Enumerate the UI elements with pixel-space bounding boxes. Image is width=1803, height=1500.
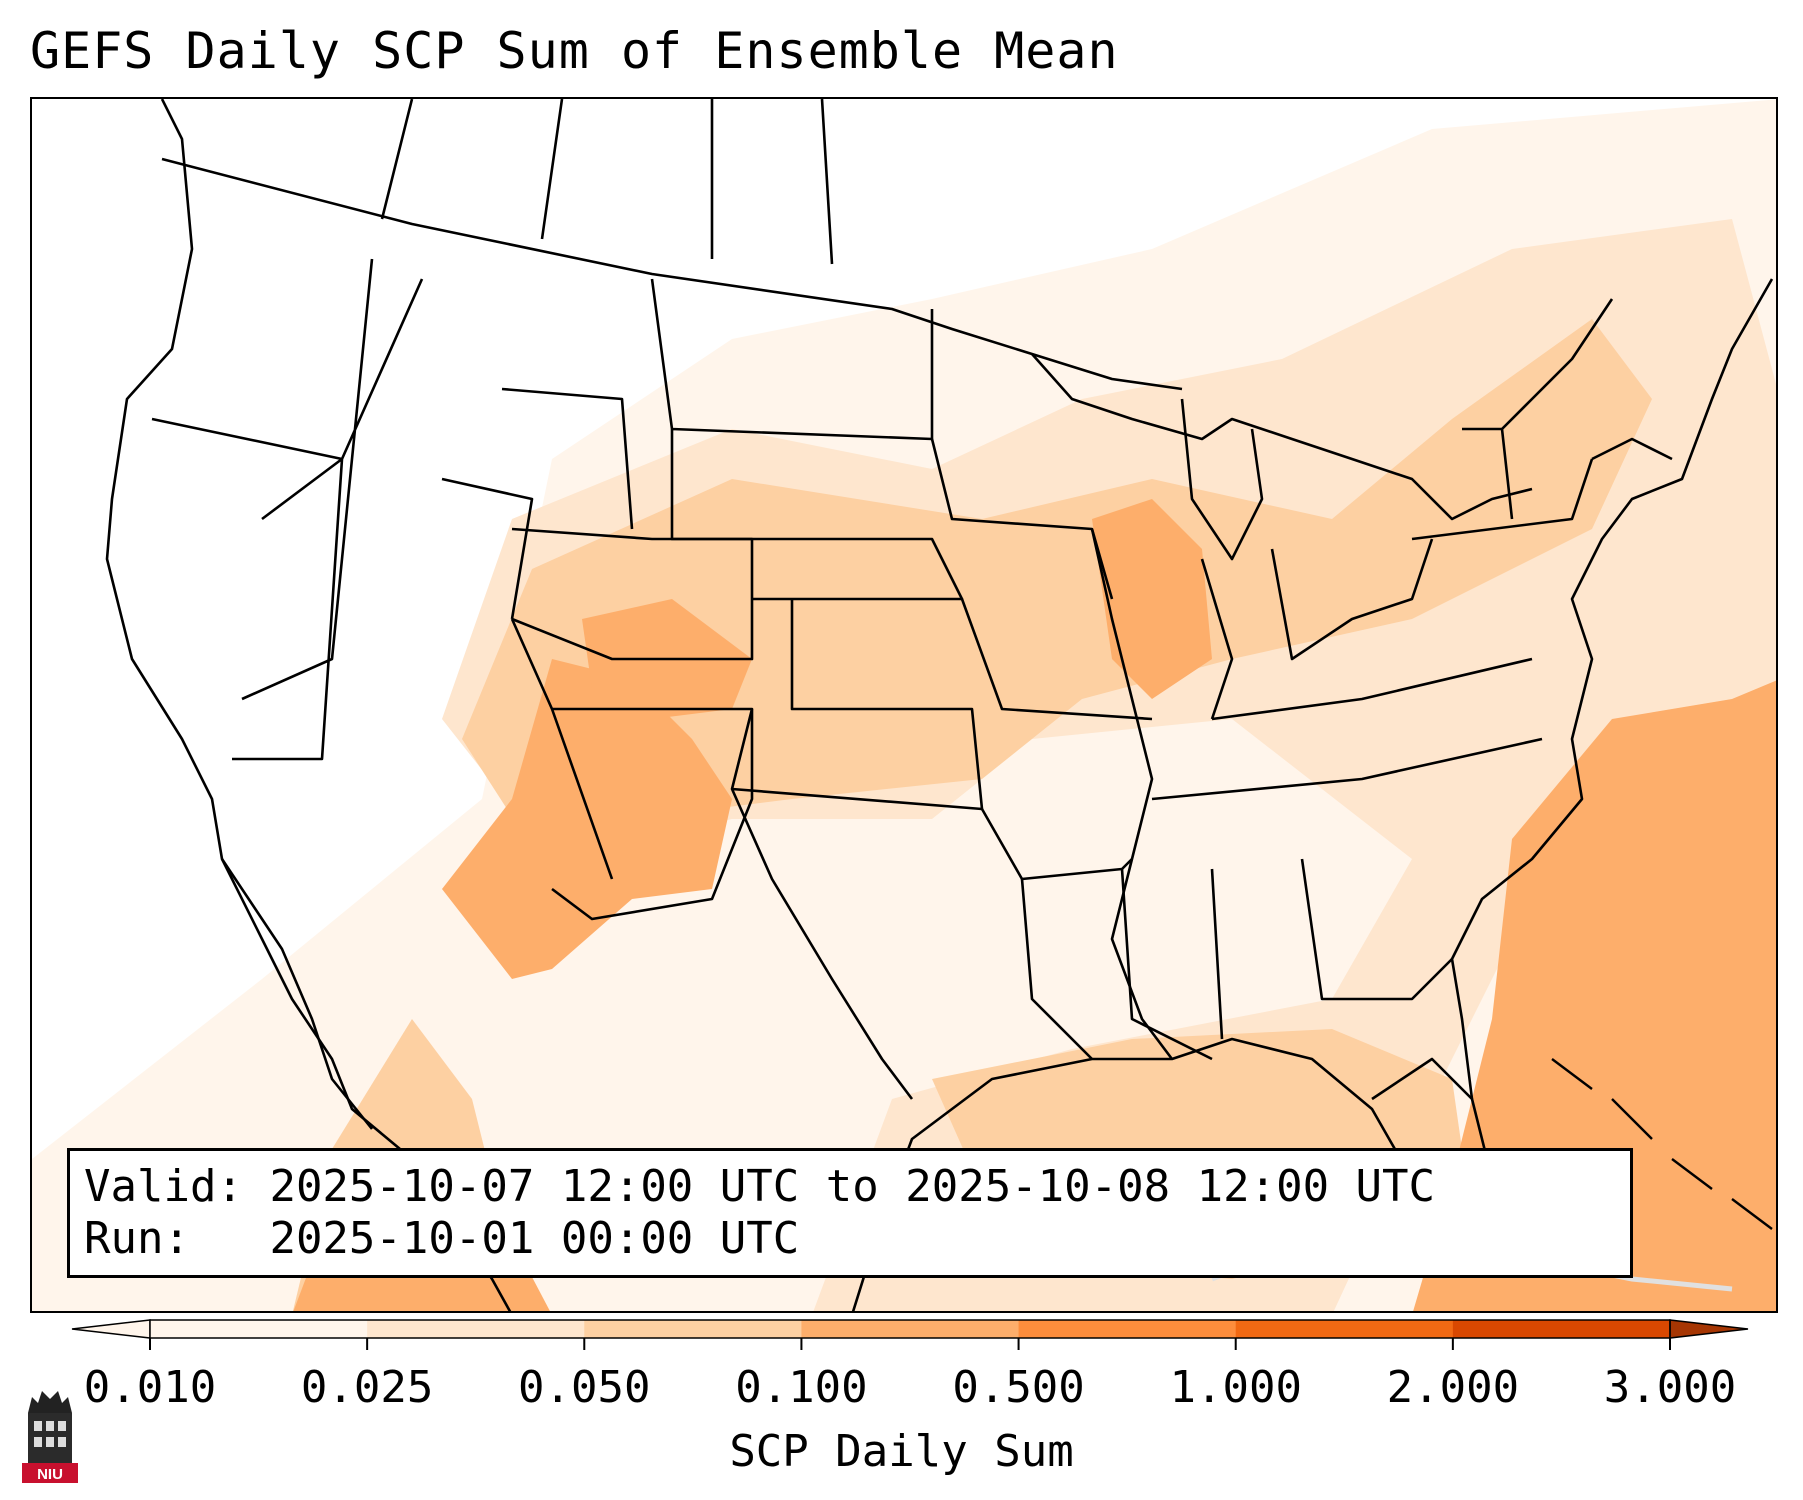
colorbar-label: SCP Daily Sum [729, 1426, 1074, 1477]
mississippi-river [1090, 528, 1174, 1060]
run-time: 2025-10-01 00:00 UTC [269, 1213, 800, 1264]
colorbar-segment [1018, 1320, 1237, 1338]
canada-us-border [161, 157, 1183, 391]
colorbar-tick-label: 1.000 [1169, 1362, 1302, 1413]
state-lines-plains [650, 278, 984, 1100]
colorbar-tick-label: 0.010 [83, 1362, 217, 1413]
colorbar-segment [367, 1320, 585, 1338]
valid-label: Valid: [84, 1161, 243, 1212]
colorbar-segment [1235, 1320, 1454, 1338]
validity-info-box: Valid: 2025-10-07 12:00 UTC to 2025-10-0… [67, 1148, 1633, 1278]
colorbar-tick-label: 0.500 [952, 1362, 1085, 1413]
canada-provinces [380, 99, 834, 265]
logo-text: NIU [37, 1466, 63, 1483]
state-lines-south [1020, 657, 1543, 1061]
colorbar-segment [801, 1320, 1020, 1338]
colorbar-tick-label: 0.025 [300, 1362, 434, 1413]
map-canvas [32, 99, 1776, 1311]
state-lines-northeast [1411, 298, 1673, 541]
scp-shading [32, 99, 1776, 1311]
colorbar-outline [149, 1319, 1671, 1339]
scp-field-high-midwest [1092, 499, 1212, 699]
colorbar-segment [150, 1320, 368, 1338]
state-lines-west [151, 258, 614, 880]
colorbar-extend-min [71, 1319, 151, 1339]
niu-tower-logo-icon: NIU [22, 1391, 78, 1483]
colorbar-tick-label: 3.000 [1603, 1362, 1737, 1413]
colorbar [71, 1319, 1749, 1350]
colorbar-tick-label: 0.100 [735, 1362, 868, 1413]
bahamas [1551, 1058, 1773, 1230]
colorbar-extend-max [1669, 1319, 1749, 1339]
colorbar-tick-label: 2.000 [1386, 1362, 1520, 1413]
colorbar-segment [1452, 1320, 1671, 1338]
state-lines-midwest [930, 438, 1434, 881]
run-line: Run: 2025-10-01 00:00 UTC [84, 1213, 799, 1264]
colorbar-tick-label: 0.050 [518, 1362, 651, 1413]
baja-coast [220, 858, 374, 1130]
map-panel [30, 97, 1778, 1313]
map-title: GEFS Daily SCP Sum of Ensemble Mean [30, 22, 1119, 80]
colorbar-ticks [149, 1338, 1671, 1350]
lake-michigan [1180, 398, 1264, 561]
colorbar-segments [71, 1319, 1749, 1339]
valid-line: Valid: 2025-10-07 12:00 UTC to 2025-10-0… [84, 1161, 1435, 1212]
valid-time-range: 2025-10-07 12:00 UTC to 2025-10-08 12:00… [269, 1161, 1436, 1212]
east-coastline [1450, 278, 1774, 1100]
colorbar-segment [584, 1320, 802, 1338]
scp-field-medium [462, 319, 1652, 879]
great-lakes [1031, 353, 1533, 521]
scp-field-high-southwest [442, 659, 732, 979]
run-label: Run: [84, 1213, 190, 1264]
